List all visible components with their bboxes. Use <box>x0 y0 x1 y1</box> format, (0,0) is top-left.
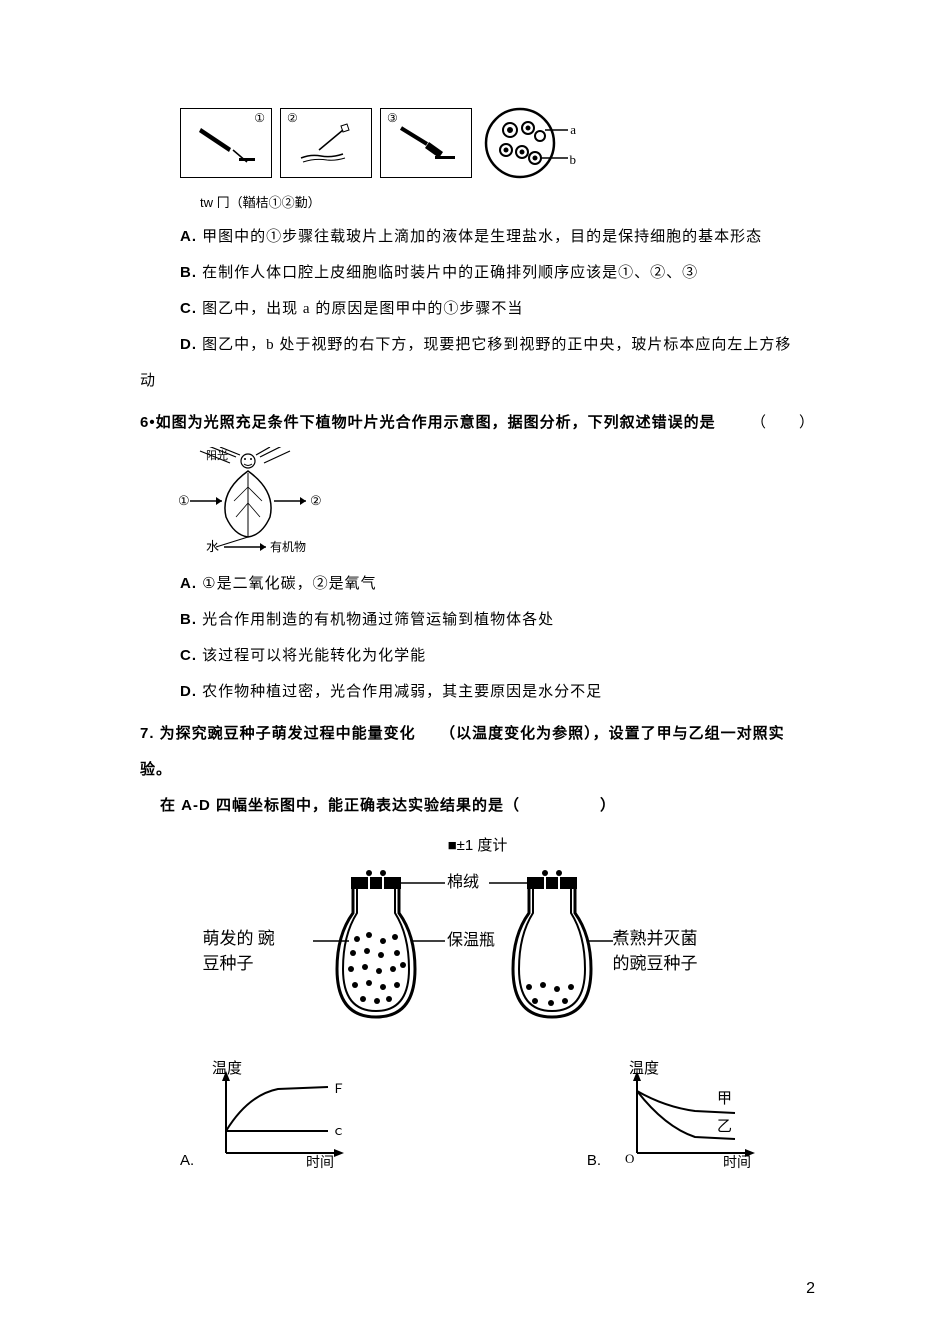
fig-circle: a b <box>480 100 572 186</box>
chart-a-line2: ｃ <box>332 1123 345 1138</box>
flask-row: 萌发的 豌 豆种子 棉绒 保温瓶 <box>140 869 815 1029</box>
chart-a-letter: A. <box>180 1152 194 1169</box>
q5-c-text: 图乙中，出现 a 的原因是图甲中的①步骤不当 <box>202 301 523 317</box>
right-seed-1: 煮熟并灭菌 <box>613 929 698 948</box>
q6-a-text: ①是二氧化碳，②是氧气 <box>202 576 376 592</box>
leaf-figure: 阳光 ① ② 水 有机物 <box>170 447 815 562</box>
q5-d-text: 图乙中，b 处于视野的右下方，现要把它移到视野的正中央，玻片标本应向左上方移 <box>202 337 791 353</box>
chart-b-line2: 乙 <box>717 1119 732 1135</box>
chart-b-line1: 甲 <box>717 1091 732 1107</box>
chart-b: B. 温度 甲 乙 O 时间 <box>587 1059 775 1169</box>
sun-label: 阳光 <box>206 448 228 462</box>
circle-a-label: a <box>570 122 576 138</box>
q6-stem: 6•如图为光照充足条件下植物叶片光合作用示意图，据图分析，下列叙述错误的是 （ … <box>140 405 815 441</box>
cover-icon <box>391 118 461 168</box>
figure-top-row: ① ② ③ <box>180 100 815 186</box>
left-seed-1: 萌发的 豌 <box>203 929 275 948</box>
chart-row: A. 温度 Ｆ ｃ 时间 B. 温度 甲 乙 O 时间 <box>140 1059 815 1169</box>
q6-option-d: D. 农作物种植过密，光合作用减弱，其主要原因是水分不足 <box>140 674 815 710</box>
chart-b-xlabel: 时间 <box>723 1155 751 1169</box>
q5-option-b: B. 在制作人体口腔上皮细胞临时装片中的正确排列顺序应该是①、②、③ <box>140 255 815 291</box>
q5-option-d: D. 图乙中，b 处于视野的右下方，现要把它移到视野的正中央，玻片标本应向左上方… <box>140 327 815 363</box>
experiment-title: ■±1 度计 <box>140 834 815 855</box>
page-number: 2 <box>806 1280 815 1298</box>
chart-b-ylabel: 温度 <box>629 1060 659 1077</box>
chart-b-origin: O <box>625 1151 634 1166</box>
chart-b-icon: 温度 甲 乙 O 时间 <box>605 1059 775 1169</box>
cotton-label: 棉绒 <box>447 873 479 891</box>
fig-box-1: ① <box>180 108 272 178</box>
dropper-icon <box>191 118 261 168</box>
q6-option-b: B. 光合作用制造的有机物通过筛管运输到植物体各处 <box>140 602 815 638</box>
q6-option-c: C. 该过程可以将光能转化为化学能 <box>140 638 815 674</box>
right-seed-2: 的豌豆种子 <box>613 954 698 973</box>
q6-stem-text: 6•如图为光照充足条件下植物叶片光合作用示意图，据图分析，下列叙述错误的是 <box>140 414 716 431</box>
fig-label-1: ① <box>254 111 265 126</box>
leaf-diagram-icon: 阳光 ① ② 水 有机物 <box>170 447 340 557</box>
circle-b-label: b <box>570 152 577 168</box>
leaf-right-label: ② <box>310 493 322 508</box>
chart-a: A. 温度 Ｆ ｃ 时间 <box>180 1059 358 1169</box>
q5-d-tail: 动 <box>140 363 815 399</box>
left-seed-label: 萌发的 豌 豆种子 <box>203 924 313 974</box>
chart-b-letter: B. <box>587 1152 601 1169</box>
leaf-left-label: ① <box>178 493 190 508</box>
organic-label: 有机物 <box>270 540 306 554</box>
q5-a-text: 甲图中的①步骤往载玻片上滴加的液体是生理盐水，目的是保持细胞的基本形态 <box>202 229 762 245</box>
q6-c-text: 该过程可以将光能转化为化学能 <box>202 648 426 664</box>
q5-b-text: 在制作人体口腔上皮细胞临时装片中的正确排列顺序应该是①、②、③ <box>202 265 698 281</box>
chart-a-line1: Ｆ <box>332 1081 345 1096</box>
thermos-label: 保温瓶 <box>447 931 495 949</box>
fig-box-3: ③ <box>380 108 472 178</box>
flask-diagram-icon: 棉绒 保温瓶 <box>313 869 613 1029</box>
q5-option-a: A. 甲图中的①步骤往载玻片上滴加的液体是生理盐水，目的是保持细胞的基本形态 <box>140 219 815 255</box>
right-seed-label: 煮熟并灭菌 的豌豆种子 <box>613 924 753 974</box>
q6-b-text: 光合作用制造的有机物通过筛管运输到植物体各处 <box>202 612 554 628</box>
chart-a-xlabel: 时间 <box>306 1155 334 1169</box>
q7-stem2: 在 A-D 四幅坐标图中，能正确表达实验结果的是（ ） <box>140 788 815 824</box>
chart-a-icon: 温度 Ｆ ｃ 时间 <box>198 1059 358 1169</box>
q6-option-a: A. ①是二氧化碳，②是氧气 <box>140 566 815 602</box>
q5-option-c: C. 图乙中，出现 a 的原因是图甲中的①步骤不当 <box>140 291 815 327</box>
fig-label-2: ② <box>287 111 298 126</box>
q6-paren: （ ） <box>751 405 815 441</box>
q7-stem1: 7. 为探究豌豆种子萌发过程中能量变化 （以温度变化为参照），设置了甲与乙组一对… <box>140 716 815 788</box>
q6-d-text: 农作物种植过密，光合作用减弱，其主要原因是水分不足 <box>202 684 602 700</box>
fig-box-2: ② <box>280 108 372 178</box>
fig-label-3: ③ <box>387 111 398 126</box>
scrape-icon <box>291 118 361 168</box>
figure-caption: tw 冂（鞧桔①②勤） <box>200 192 815 211</box>
microscope-view-icon <box>480 100 572 186</box>
left-seed-2: 豆种子 <box>203 954 254 973</box>
